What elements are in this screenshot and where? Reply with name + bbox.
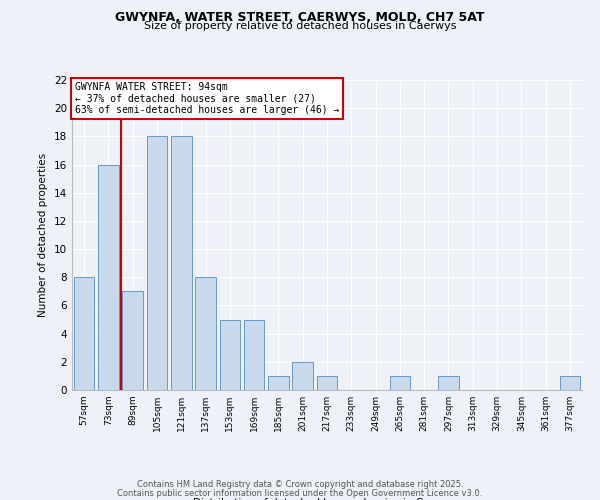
Bar (268, 376, 289, 390)
Bar (122, 292, 143, 390)
Text: GWYNFA WATER STREET: 94sqm
← 37% of detached houses are smaller (27)
63% of semi: GWYNFA WATER STREET: 94sqm ← 37% of deta… (74, 82, 339, 115)
Bar (244, 320, 265, 390)
Bar (171, 136, 191, 390)
Bar (98, 164, 119, 390)
Text: Size of property relative to detached houses in Caerwys: Size of property relative to detached ho… (144, 21, 456, 31)
Text: Contains HM Land Registry data © Crown copyright and database right 2025.: Contains HM Land Registry data © Crown c… (137, 480, 463, 489)
Bar (292, 362, 313, 390)
Bar (74, 278, 94, 390)
Bar (389, 376, 410, 390)
Text: GWYNFA, WATER STREET, CAERWYS, MOLD, CH7 5AT: GWYNFA, WATER STREET, CAERWYS, MOLD, CH7… (115, 11, 485, 24)
Bar (560, 376, 580, 390)
Bar (438, 376, 459, 390)
Bar (220, 320, 240, 390)
Bar (317, 376, 337, 390)
Text: Contains public sector information licensed under the Open Government Licence v3: Contains public sector information licen… (118, 488, 482, 498)
X-axis label: Distribution of detached houses by size in Caerwys: Distribution of detached houses by size … (193, 498, 461, 500)
Bar (146, 136, 167, 390)
Y-axis label: Number of detached properties: Number of detached properties (38, 153, 49, 317)
Bar (195, 278, 216, 390)
